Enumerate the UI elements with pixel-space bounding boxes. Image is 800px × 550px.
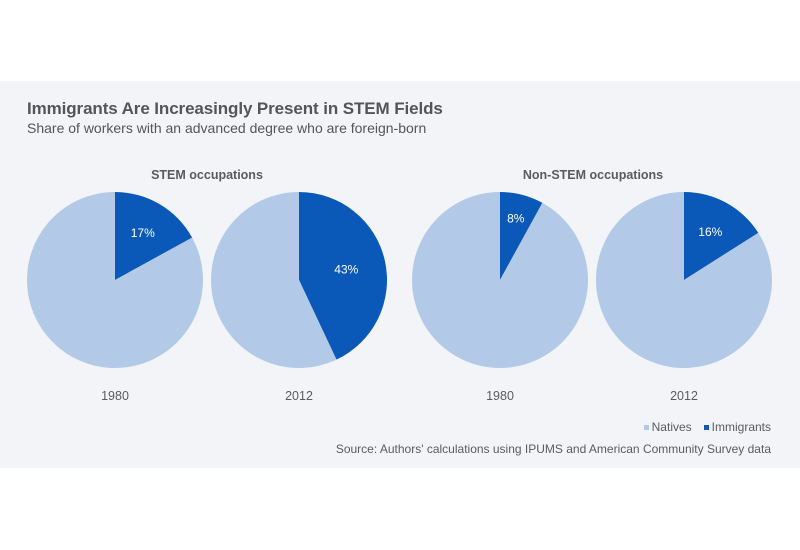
year-label-stem-2012: 2012 <box>285 389 313 403</box>
pie-data-label: 43% <box>334 262 358 276</box>
pie-data-label: 16% <box>698 225 722 239</box>
pie-slice-immigrants <box>500 192 543 280</box>
year-label-non-stem-1980: 1980 <box>486 389 514 403</box>
pie-slice-natives <box>26 192 204 368</box>
pie-stem-2012: 43% <box>211 192 388 368</box>
chart-title: Immigrants Are Increasingly Present in S… <box>27 99 443 118</box>
legend-label-natives: Natives <box>651 420 692 434</box>
chart-subtitle: Share of workers with an advanced degree… <box>27 120 427 136</box>
legend-item-natives: Natives <box>643 420 692 434</box>
pie-stem-1980: 17% <box>26 192 204 368</box>
pie-slice-natives <box>412 192 588 368</box>
legend: Natives Immigrants <box>643 420 771 434</box>
pie-slice-immigrants <box>115 192 193 280</box>
legend-swatch-natives <box>643 424 649 430</box>
pie-non-stem-2012: 16% <box>595 192 772 369</box>
legend-item-immigrants: Immigrants <box>703 420 771 434</box>
group-title-stem: STEM occupations <box>151 168 263 182</box>
year-label-non-stem-2012: 2012 <box>670 389 698 403</box>
pie-slice-natives <box>211 192 337 368</box>
year-label-stem-1980: 1980 <box>101 389 129 403</box>
pie-non-stem-1980: 8% <box>412 192 588 368</box>
pie-slice-natives <box>595 192 772 369</box>
pie-slice-immigrants <box>684 192 759 280</box>
pie-slice-immigrants <box>299 192 388 360</box>
pie-data-label: 8% <box>507 212 525 226</box>
legend-label-immigrants: Immigrants <box>711 420 771 434</box>
source-note: Source: Authors' calculations using IPUM… <box>335 442 771 456</box>
legend-swatch-immigrants <box>703 424 709 430</box>
pie-data-label: 17% <box>131 226 155 240</box>
group-title-non-stem: Non-STEM occupations <box>522 168 664 182</box>
